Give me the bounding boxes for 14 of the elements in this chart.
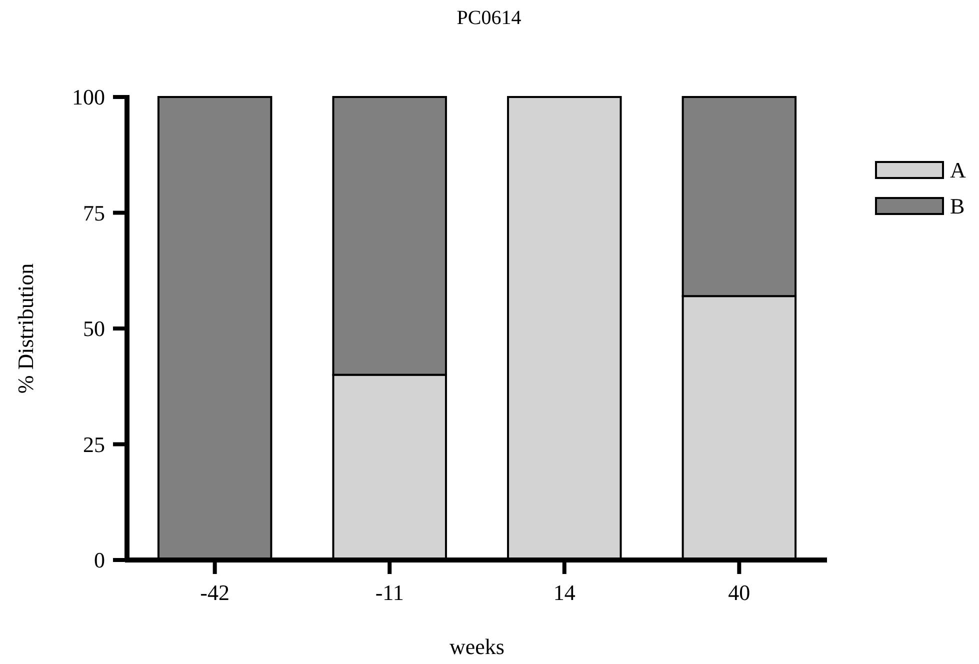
y-tick-label: 100 bbox=[72, 84, 105, 110]
x-tick-label: -11 bbox=[375, 580, 404, 605]
x-axis-title: weeks bbox=[450, 634, 504, 659]
x-tick-label: 14 bbox=[553, 580, 576, 605]
y-tick-label: 75 bbox=[83, 200, 105, 226]
x-tick-label: -42 bbox=[200, 580, 230, 605]
chart-title: PC0614 bbox=[456, 7, 522, 29]
y-tick-label: 0 bbox=[94, 548, 105, 573]
legend-label: B bbox=[950, 194, 965, 219]
y-axis-title: % Distribution bbox=[13, 263, 38, 394]
y-tick-label: 50 bbox=[83, 316, 105, 342]
x-tick-label: 40 bbox=[728, 580, 750, 605]
legend-label: A bbox=[950, 158, 966, 183]
y-tick-label: 25 bbox=[83, 432, 105, 457]
